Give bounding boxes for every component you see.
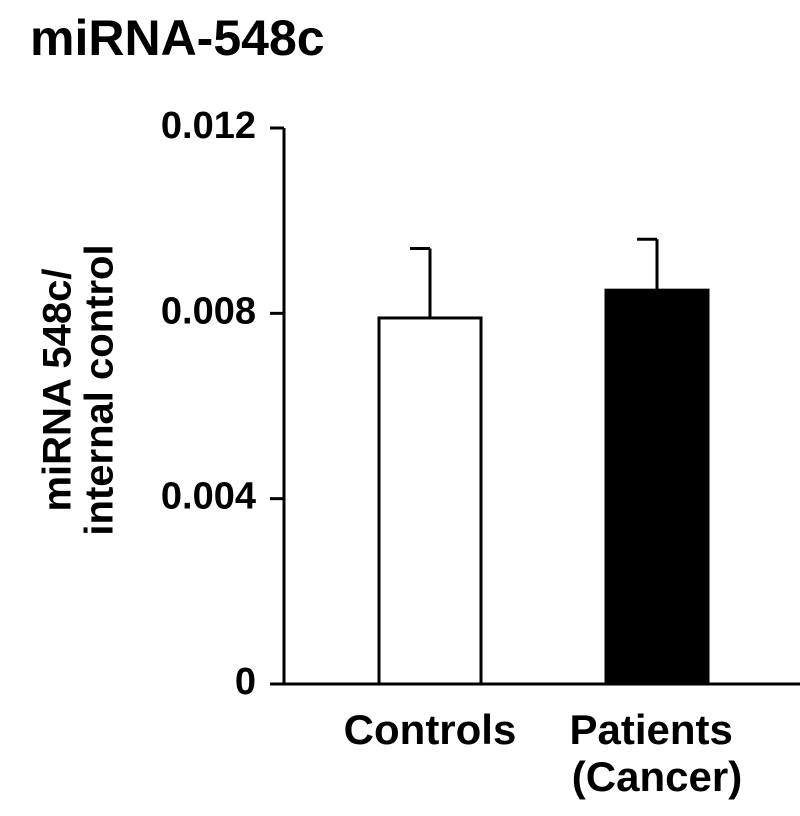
y-axis-label: internal control xyxy=(78,244,122,535)
y-tick-label: 0.012 xyxy=(161,105,256,147)
bar xyxy=(377,316,483,686)
chart-title: miRNA-548c xyxy=(30,10,325,66)
x-tick-label: Controls xyxy=(344,706,517,753)
x-tick-label: Patients (Cancer) xyxy=(569,706,744,800)
y-tick-label: 0 xyxy=(235,661,256,703)
x-tick-label-line: (Cancer) xyxy=(572,753,742,800)
y-tick-label: 0.008 xyxy=(161,290,256,332)
y-tick-label: 0.004 xyxy=(161,476,256,518)
bar xyxy=(604,288,710,686)
x-tick-label-line: Patients xyxy=(569,706,744,753)
y-axis-label: miRNA 548c/ xyxy=(36,268,80,511)
